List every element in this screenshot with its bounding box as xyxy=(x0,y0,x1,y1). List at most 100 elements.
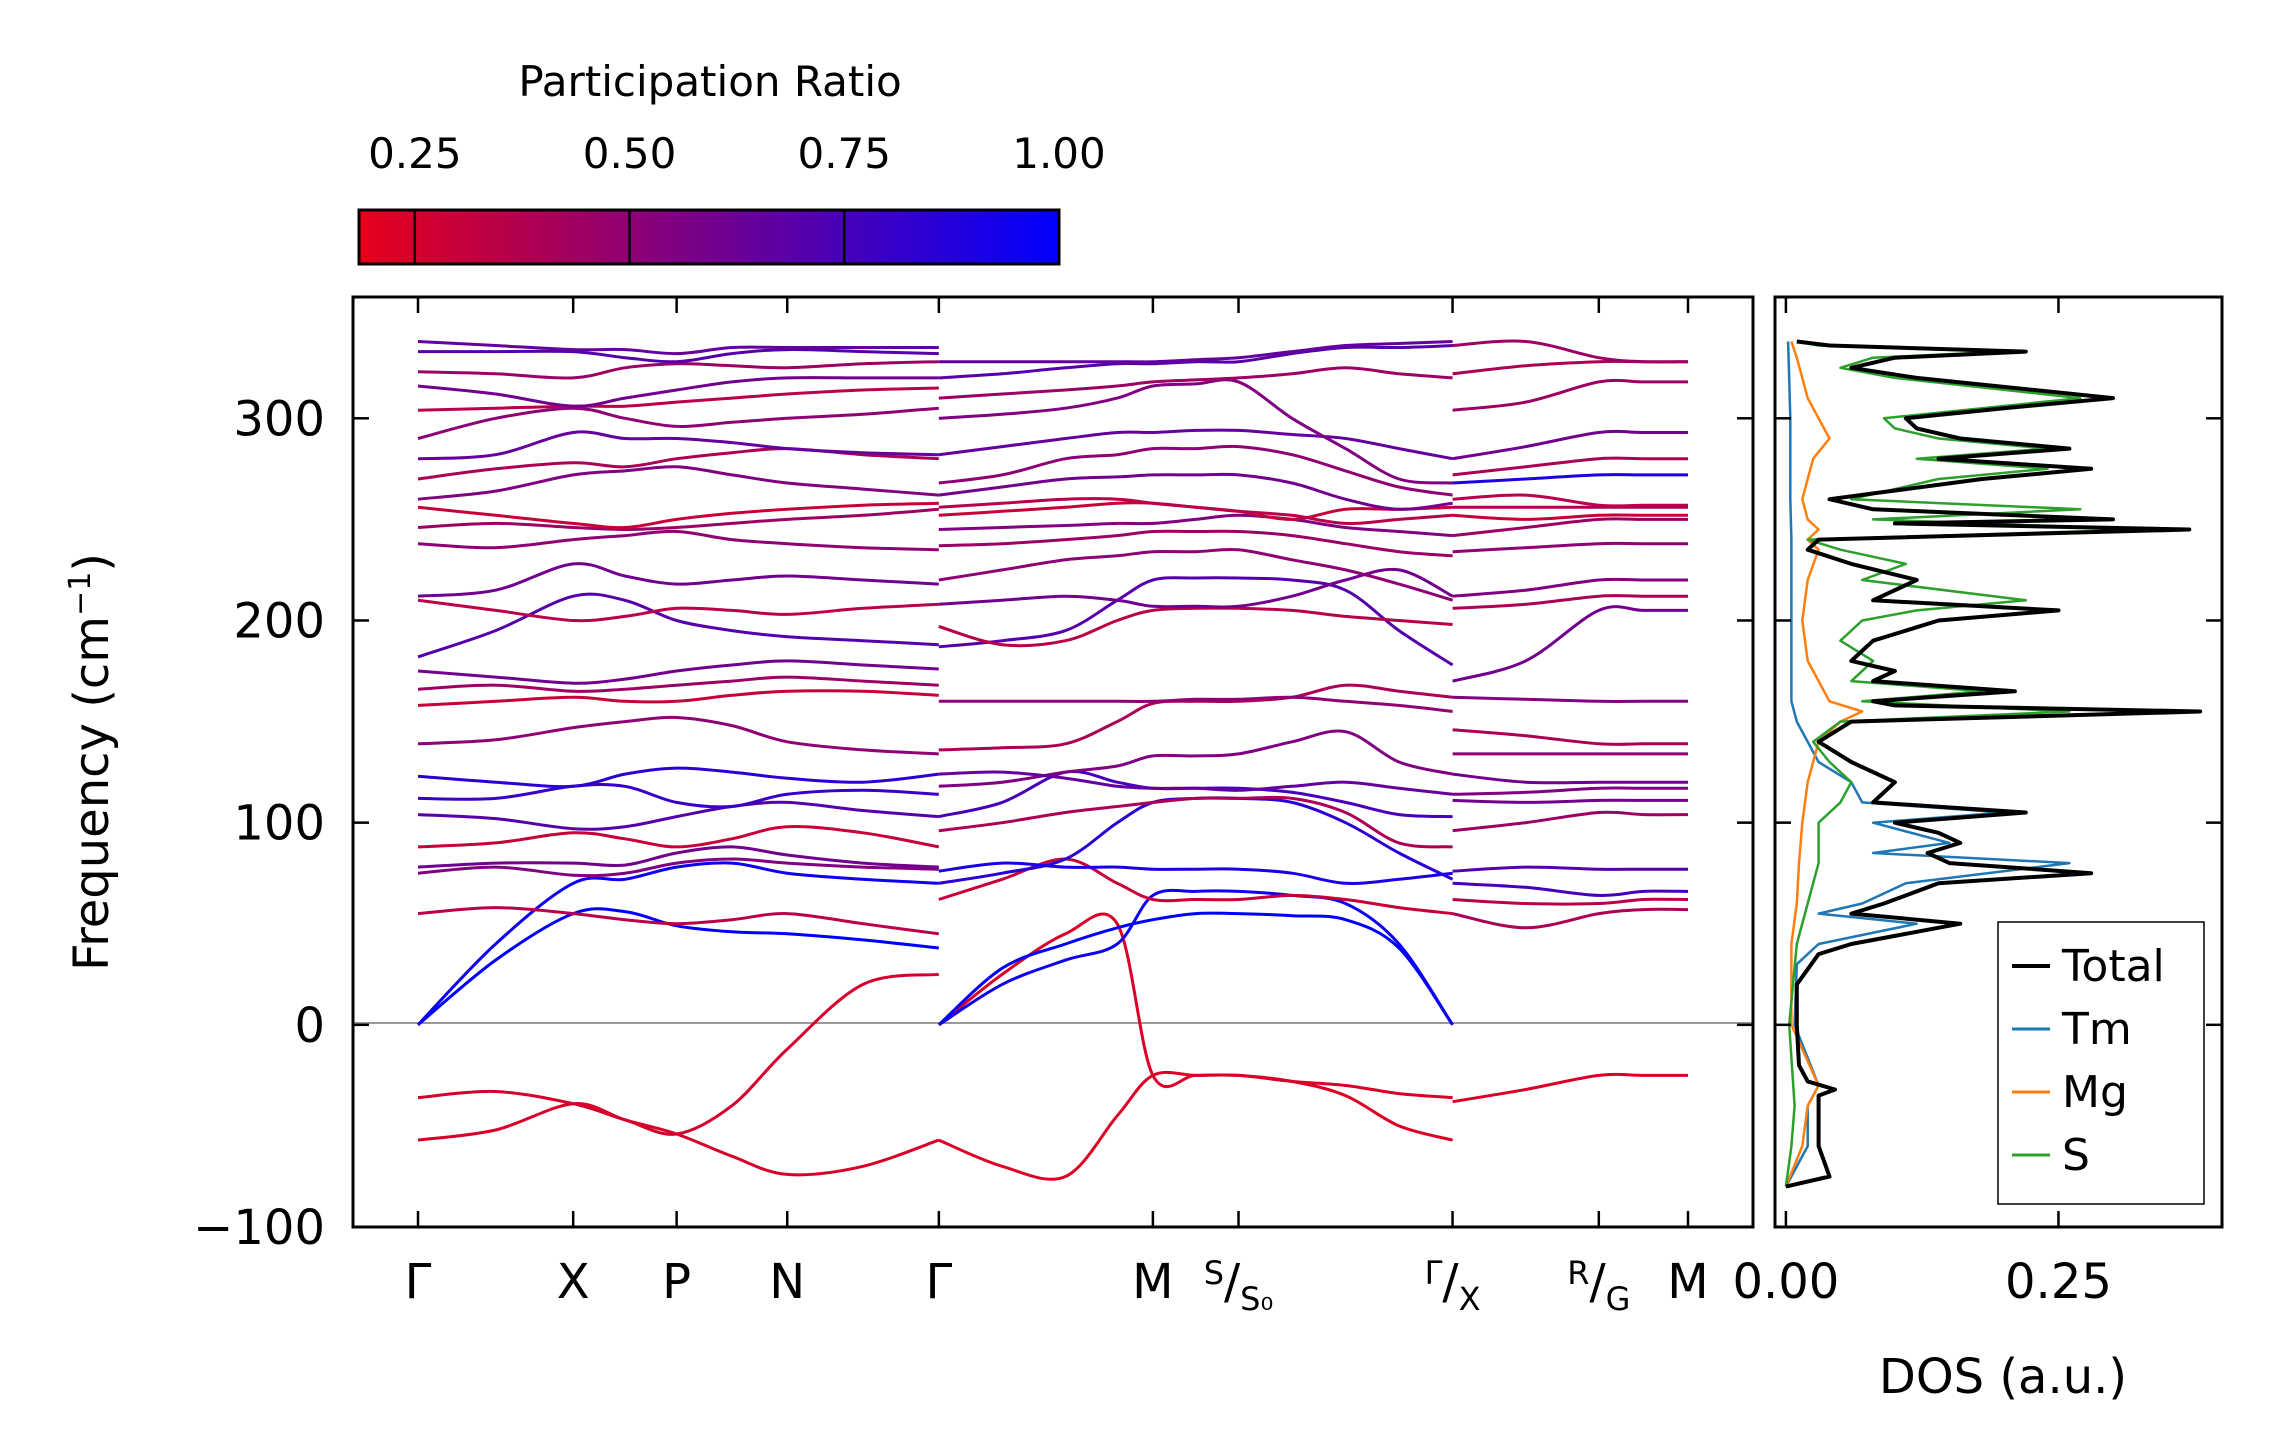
band-line xyxy=(938,769,1453,819)
band-line xyxy=(417,340,939,356)
band-lines xyxy=(416,339,1689,1181)
kpath-label-sub: G xyxy=(1606,1280,1631,1318)
band-line xyxy=(938,340,1453,364)
colorbar-tick-label: 0.50 xyxy=(583,129,677,178)
band-line xyxy=(417,406,939,440)
band-line xyxy=(417,529,939,552)
colorbar-tick-label: 0.25 xyxy=(368,129,462,178)
kpath-label-slash: / xyxy=(1589,1254,1606,1310)
band-line xyxy=(1452,786,1688,796)
band-line xyxy=(938,683,1453,752)
colorbar-tick-label: 1.00 xyxy=(1012,129,1106,178)
kpath-label: Γ xyxy=(925,1254,952,1310)
band-line xyxy=(938,606,1453,648)
band-line xyxy=(1452,907,1689,930)
band-line xyxy=(938,695,1453,713)
kpath-label: Γ xyxy=(405,1254,432,1310)
frequency-tick-label: 100 xyxy=(233,796,325,852)
band-line xyxy=(1452,594,1688,610)
band-line xyxy=(417,800,939,831)
colorbar-tick-labels: 0.25 0.50 0.75 1.00 xyxy=(368,129,1106,178)
band-axes-frame xyxy=(351,295,1755,1229)
kpath-label-sub: S₀ xyxy=(1240,1280,1273,1318)
kpath-labels: Γ X P N Γ M S/S₀Γ/XR/G M xyxy=(405,1254,1709,1318)
band-line xyxy=(417,376,939,408)
kpath-label: N xyxy=(769,1254,805,1310)
colorbar-frame xyxy=(357,208,1061,266)
band-line xyxy=(1452,695,1688,703)
band-line xyxy=(938,770,1453,796)
band-axis-ticks xyxy=(353,297,1753,1229)
kpath-label: X xyxy=(557,1254,590,1310)
band-line xyxy=(417,501,939,530)
band-line xyxy=(1452,772,1688,785)
dos-line-total xyxy=(1785,339,2203,1189)
kpath-label-slash: / xyxy=(1442,1254,1459,1310)
band-line xyxy=(417,715,939,756)
kpath-label: R/G xyxy=(1567,1254,1630,1318)
band-line xyxy=(417,430,939,461)
band-line xyxy=(417,783,939,809)
dos-axis-title: DOS (a.u.) xyxy=(1879,1349,2127,1405)
band-line xyxy=(1452,473,1688,485)
frequency-tick-label: 300 xyxy=(233,391,325,447)
band-line xyxy=(417,857,939,878)
band-line xyxy=(417,592,939,659)
band-line xyxy=(417,906,939,936)
band-line xyxy=(938,857,1453,916)
band-line xyxy=(1452,456,1688,477)
band-line xyxy=(938,444,1453,497)
band-line xyxy=(1452,1072,1688,1104)
band-line xyxy=(938,472,1453,511)
band-line xyxy=(1452,897,1689,906)
colorbar-title: Participation Ratio xyxy=(518,57,901,106)
band-line xyxy=(417,972,939,1136)
band-line xyxy=(938,497,1453,525)
band-line xyxy=(417,907,939,1026)
band-line xyxy=(417,1102,940,1177)
band-line xyxy=(1452,339,1689,364)
kpath-label: Γ/X xyxy=(1425,1254,1481,1318)
band-line xyxy=(938,344,1453,380)
kpath-label-sup: R xyxy=(1567,1254,1589,1292)
frequency-axis-title-sup: −1 xyxy=(63,572,98,616)
band-line xyxy=(938,576,1454,667)
dos-panel: 0.00 0.25 DOS (a.u.) Total Tm Mg S xyxy=(1732,295,2224,1405)
dos-tick-labels: 0.00 0.25 xyxy=(1732,1254,2111,1310)
band-line xyxy=(938,366,1453,400)
kpath-label-sup: Γ xyxy=(1425,1254,1443,1292)
band-line xyxy=(1452,865,1688,873)
legend-box xyxy=(1997,921,2205,1205)
legend-label-s: S xyxy=(2062,1130,2090,1181)
kpath-label-sup: S xyxy=(1204,1254,1224,1292)
band-line xyxy=(417,689,939,707)
band-line xyxy=(417,675,939,693)
dos-tick-label: 0.25 xyxy=(2005,1254,2112,1310)
band-line xyxy=(938,861,1453,885)
colorbar: Participation Ratio 0.25 0.50 0.75 1.00 xyxy=(357,57,1106,266)
dos-lines xyxy=(1784,339,2203,1189)
band-line xyxy=(938,428,1453,461)
band-line xyxy=(1452,513,1688,521)
dos-legend: Total Tm Mg S xyxy=(1997,921,2205,1205)
band-line xyxy=(938,529,1453,558)
band-line xyxy=(417,386,939,412)
frequency-tick-label: −100 xyxy=(193,1200,325,1256)
legend-label-tm: Tm xyxy=(2061,1004,2132,1055)
colorbar-tick-label: 0.75 xyxy=(798,129,892,178)
band-line xyxy=(1452,728,1688,746)
kpath-label: S/S₀ xyxy=(1204,1254,1274,1318)
band-line xyxy=(937,911,1454,1026)
band-line xyxy=(417,659,939,685)
kpath-label: M xyxy=(1132,1254,1173,1310)
band-line xyxy=(1452,493,1688,508)
kpath-label: P xyxy=(662,1254,691,1310)
frequency-axis-title-main: Frequency (cm xyxy=(64,616,120,971)
band-line xyxy=(417,507,939,531)
band-line xyxy=(1452,517,1688,538)
dos-axes-frame xyxy=(1773,295,2224,1229)
frequency-axis-title: Frequency (cm−1) xyxy=(63,553,120,971)
colorbar-gradient xyxy=(359,210,1059,264)
